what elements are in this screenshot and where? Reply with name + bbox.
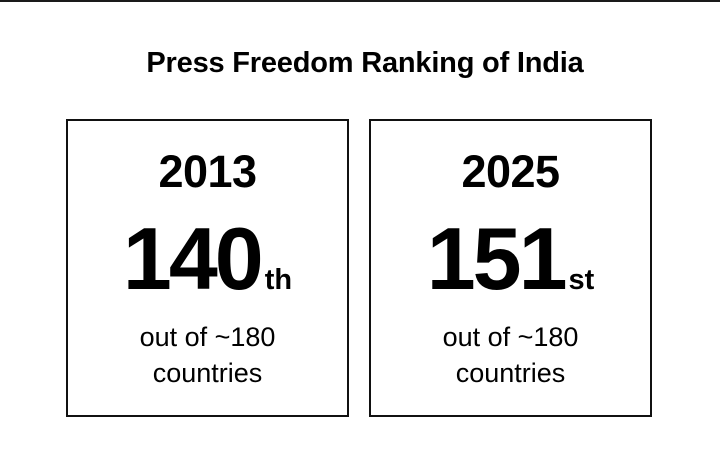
card-note-line-1: out of ~180 bbox=[139, 322, 276, 352]
rank-suffix: st bbox=[568, 264, 595, 296]
rank-number: 151 bbox=[426, 209, 568, 308]
page-title: Press Freedom Ranking of India bbox=[146, 47, 584, 79]
rank-number: 140 bbox=[122, 209, 264, 308]
card-note-line-2: countries bbox=[455, 358, 566, 388]
card-year: 2013 bbox=[158, 146, 257, 197]
card-year: 2025 bbox=[461, 146, 560, 197]
top-divider bbox=[0, 0, 720, 2]
card-note-line-1: out of ~180 bbox=[442, 322, 579, 352]
rank-suffix: th bbox=[264, 264, 293, 296]
card-note-line-2: countries bbox=[152, 358, 263, 388]
